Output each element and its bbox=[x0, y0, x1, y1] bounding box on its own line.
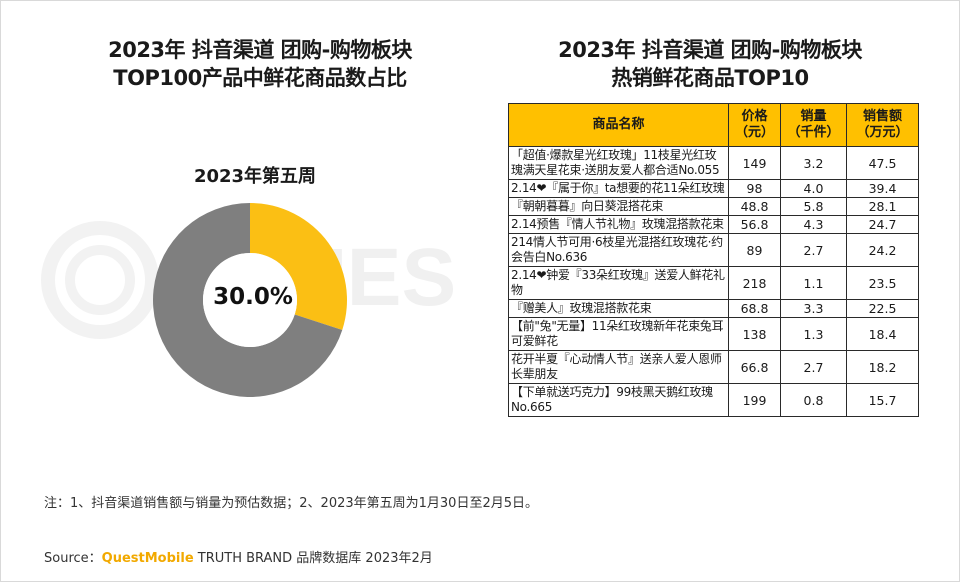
table-header-cell: 销售额 （万元） bbox=[846, 103, 919, 147]
sales-volume-cell: 2.7 bbox=[780, 233, 847, 267]
left-title-line2: TOP100产品中鲜花商品数占比 bbox=[113, 66, 407, 90]
sales-amount-cell: 39.4 bbox=[846, 179, 919, 198]
sales-volume-cell: 1.1 bbox=[780, 266, 847, 300]
product-name-cell: 【下单就送巧克力】99枝黑天鹅红玫瑰No.665 bbox=[508, 383, 729, 417]
sales-volume-cell: 3.3 bbox=[780, 299, 847, 318]
price-cell: 89 bbox=[728, 233, 781, 267]
source-prefix: Source： bbox=[44, 551, 102, 566]
table-row: 214情人节可用·6枝星光混搭红玫瑰花·约会告白No.636 89 2.7 24.2 bbox=[508, 233, 919, 267]
sales-amount-cell: 24.7 bbox=[846, 215, 919, 234]
sales-volume-cell: 4.0 bbox=[780, 179, 847, 198]
table-row: 2.14预售『情人节礼物』玫瑰混搭款花束 56.8 4.3 24.7 bbox=[508, 215, 919, 234]
price-cell: 68.8 bbox=[728, 299, 781, 318]
table-row: 【前"兔"无量】11朵红玫瑰新年花束兔耳可爱鲜花 138 1.3 18.4 bbox=[508, 317, 919, 351]
donut-center-label: 30.0% bbox=[213, 284, 293, 310]
top10-table: 商品名称 价格 （元） 销量 （千件） 销售额 （万元） 「超值·爆款星光红玫瑰」11枝星光… bbox=[508, 103, 919, 417]
right-table-title: 2023年 抖音渠道 团购-购物板块 热销鲜花商品TOP10 bbox=[500, 36, 920, 92]
donut-hole bbox=[203, 253, 297, 347]
price-cell: 149 bbox=[728, 146, 781, 180]
table-header-cell: 商品名称 bbox=[508, 103, 729, 147]
price-cell: 199 bbox=[728, 383, 781, 417]
donut-slice-flowers bbox=[250, 203, 347, 330]
product-name-cell: 2.14❤钟爱『33朵红玫瑰』送爱人鲜花礼物 bbox=[508, 266, 729, 300]
left-chart-title: 2023年 抖音渠道 团购-购物板块 TOP100产品中鲜花商品数占比 bbox=[40, 36, 480, 92]
price-cell: 138 bbox=[728, 317, 781, 351]
right-title-line1: 2023年 抖音渠道 团购-购物板块 bbox=[558, 38, 862, 62]
sales-amount-cell: 47.5 bbox=[846, 146, 919, 180]
donut-slice-other bbox=[153, 203, 343, 397]
sales-amount-cell: 18.4 bbox=[846, 317, 919, 351]
source-suffix: TRUTH BRAND 品牌数据库 2023年2月 bbox=[193, 551, 433, 566]
product-name-cell: 『赠美人』玫瑰混搭款花束 bbox=[508, 299, 729, 318]
sales-amount-cell: 24.2 bbox=[846, 233, 919, 267]
product-name-cell: 2.14预售『情人节礼物』玫瑰混搭款花束 bbox=[508, 215, 729, 234]
product-name-cell: 214情人节可用·6枝星光混搭红玫瑰花·约会告白No.636 bbox=[508, 233, 729, 267]
donut-title: 2023年第五周 bbox=[193, 166, 317, 187]
table-row: 2.14❤钟爱『33朵红玫瑰』送爱人鲜花礼物 218 1.1 23.5 bbox=[508, 266, 919, 300]
sales-amount-cell: 28.1 bbox=[846, 197, 919, 216]
table-header-cell: 价格 （元） bbox=[728, 103, 781, 147]
source-line: Source：QuestMobile TRUTH BRAND 品牌数据库 202… bbox=[44, 547, 433, 566]
product-name-cell: 2.14❤『属于你』ta想要的花11朵红玫瑰 bbox=[508, 179, 729, 198]
sales-amount-cell: 22.5 bbox=[846, 299, 919, 318]
table-header-cell: 销量 （千件） bbox=[780, 103, 847, 147]
sales-amount-cell: 15.7 bbox=[846, 383, 919, 417]
sales-volume-cell: 4.3 bbox=[780, 215, 847, 234]
product-name-cell: 『朝朝暮暮』向日葵混搭花束 bbox=[508, 197, 729, 216]
table-row: 2.14❤『属于你』ta想要的花11朵红玫瑰 98 4.0 39.4 bbox=[508, 179, 919, 198]
sales-amount-cell: 23.5 bbox=[846, 266, 919, 300]
table-header-row: 商品名称 价格 （元） 销量 （千件） 销售额 （万元） bbox=[508, 103, 919, 147]
sales-volume-cell: 2.7 bbox=[780, 350, 847, 384]
left-title-line1: 2023年 抖音渠道 团购-购物板块 bbox=[108, 38, 412, 62]
sales-volume-cell: 3.2 bbox=[780, 146, 847, 180]
price-cell: 56.8 bbox=[728, 215, 781, 234]
table-row: 花开半夏『心动情人节』送亲人爱人恩师长辈朋友 66.8 2.7 18.2 bbox=[508, 350, 919, 384]
sales-amount-cell: 18.2 bbox=[846, 350, 919, 384]
sales-volume-cell: 0.8 bbox=[780, 383, 847, 417]
table-row: 『赠美人』玫瑰混搭款花束 68.8 3.3 22.5 bbox=[508, 299, 919, 318]
table-row: 【下单就送巧克力】99枝黑天鹅红玫瑰No.665 199 0.8 15.7 bbox=[508, 383, 919, 417]
product-name-cell: 【前"兔"无量】11朵红玫瑰新年花束兔耳可爱鲜花 bbox=[508, 317, 729, 351]
product-name-cell: 「超值·爆款星光红玫瑰」11枝星光红玫瑰满天星花束·送朋友爱人都合适No.055 bbox=[508, 146, 729, 180]
sales-volume-cell: 5.8 bbox=[780, 197, 847, 216]
price-cell: 218 bbox=[728, 266, 781, 300]
table-row: 『朝朝暮暮』向日葵混搭花束 48.8 5.8 28.1 bbox=[508, 197, 919, 216]
price-cell: 48.8 bbox=[728, 197, 781, 216]
product-name-cell: 花开半夏『心动情人节』送亲人爱人恩师长辈朋友 bbox=[508, 350, 729, 384]
source-brand: QuestMobile bbox=[101, 551, 194, 566]
price-cell: 98 bbox=[728, 179, 781, 198]
sales-volume-cell: 1.3 bbox=[780, 317, 847, 351]
footnote: 注：1、抖音渠道销售额与销量为预估数据；2、2023年第五周为1月30日至2月5… bbox=[44, 496, 538, 511]
right-title-line2: 热销鲜花商品TOP10 bbox=[611, 66, 809, 90]
donut-chart bbox=[153, 203, 347, 397]
price-cell: 66.8 bbox=[728, 350, 781, 384]
table-row: 「超值·爆款星光红玫瑰」11枝星光红玫瑰满天星花束·送朋友爱人都合适No.055… bbox=[508, 146, 919, 180]
